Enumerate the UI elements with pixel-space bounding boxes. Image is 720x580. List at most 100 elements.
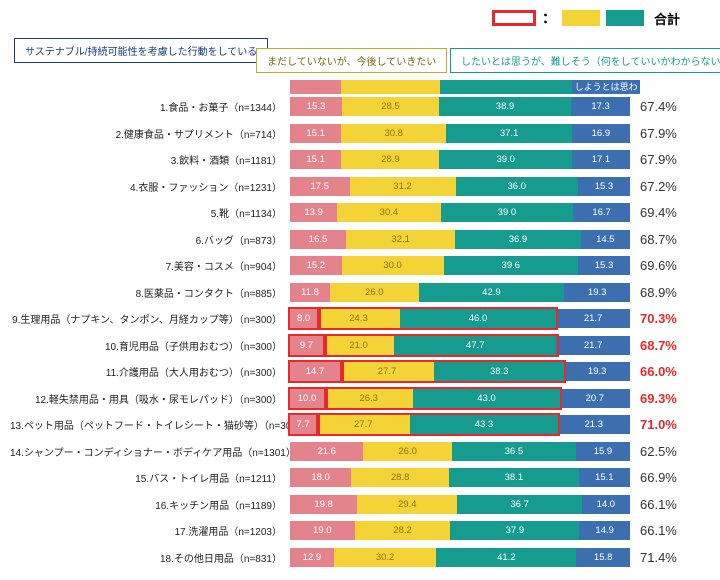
bar-segment: 28.8	[351, 468, 449, 487]
chart-row: 1.食品・お菓子（n=1344）15.328.538.917.367.4%	[10, 95, 710, 118]
chart-row: 16.キッチン用品（n=1189）19.829.436.714.066.1%	[10, 493, 710, 516]
row-bar: 8.024.346.021.7	[290, 309, 630, 328]
bar-segment: 41.2	[436, 548, 576, 567]
legend-swatch-teal	[606, 10, 644, 26]
bar-segment: 36.9	[455, 230, 580, 249]
bar-segment: 29.4	[357, 495, 457, 514]
chart-row: 5.靴（n=1134）13.930.439.016.769.4%	[10, 201, 710, 224]
bar-segment: 14.0	[582, 495, 630, 514]
bar-segment: 24.3	[317, 309, 400, 328]
bar-segment: 16.5	[290, 230, 346, 249]
bar-segment: 18.0	[290, 468, 351, 487]
bar-segment: 21.6	[290, 442, 363, 461]
row-total: 68.9%	[630, 285, 700, 300]
row-label: 18.その他日用品（n=831）	[10, 550, 290, 565]
bar-segment: 36.7	[457, 495, 582, 514]
bar-segment: 36.5	[452, 442, 576, 461]
bar-segment: 19.3	[564, 283, 630, 302]
bar-segment: 15.8	[576, 548, 630, 567]
bar-segment: 9.7	[290, 336, 323, 355]
legend-red-outline	[492, 10, 536, 26]
bar-segment: 14.7	[290, 362, 340, 381]
bar-segment: 38.1	[449, 468, 579, 487]
row-total: 66.9%	[630, 470, 700, 485]
row-bar: 21.626.036.515.9	[290, 442, 630, 461]
row-bar: 9.721.047.721.7	[290, 336, 630, 355]
row-bar: 11.826.042.919.3	[290, 283, 630, 302]
legend-category-boxes: サステナブル/持続可能性を考慮した行動をしている まだしていないが、今後していき…	[10, 34, 710, 78]
chart-row: 8.医薬品・コンタクト（n=885）11.826.042.919.368.9%	[10, 281, 710, 304]
row-label: 1.食品・お菓子（n=1344）	[10, 99, 290, 114]
row-total: 67.2%	[630, 179, 700, 194]
bar-segment: 30.4	[337, 203, 440, 222]
bar-segment: 11.8	[290, 283, 330, 302]
bar-segment: 43.3	[410, 415, 557, 434]
bar-segment: 15.3	[290, 97, 342, 116]
chart-row: 13.ペット用品（ペットフード・トイレシート・猫砂等）（n=300）7.727.…	[10, 413, 710, 436]
row-total: 66.0%	[630, 364, 700, 379]
header-indicator-row: しようとは思わない	[10, 80, 710, 94]
row-total: 66.1%	[630, 497, 700, 512]
row-label: 11.介護用品（大人用おむつ）（n=300）	[10, 364, 290, 379]
chart-row: 3.飲料・酒類（n=1181）15.128.939.017.167.9%	[10, 148, 710, 171]
row-label: 4.衣服・ファッション（n=1231）	[10, 179, 290, 194]
row-bar: 10.026.343.020.7	[290, 389, 630, 408]
row-label: 14.シャンプー・コンディショナー・ボディケア用品（n=1301）	[10, 444, 290, 459]
bar-segment: 43.0	[413, 389, 559, 408]
row-label: 3.飲料・酒類（n=1181）	[10, 152, 290, 167]
bar-segment: 28.2	[355, 521, 451, 540]
bar-segment: 28.5	[342, 97, 439, 116]
bar-segment: 21.7	[556, 309, 630, 328]
bar-segment: 7.7	[290, 415, 316, 434]
bar-segment: 13.9	[290, 203, 337, 222]
bar-segment: 26.0	[330, 283, 418, 302]
legend-total-label: 合計	[654, 9, 680, 28]
bar-segment: 46.0	[400, 309, 556, 328]
row-total: 67.4%	[630, 99, 700, 114]
bar-segment: 21.3	[558, 415, 630, 434]
bar-segment: 21.0	[323, 336, 394, 355]
chart-row: 12.軽失禁用品・用具（吸水・尿モレパッド）（n=300）10.026.343.…	[10, 387, 710, 410]
legend-top: ： 合計	[10, 8, 710, 28]
chart-row: 10.育児用品（子供用おむつ）（n=300）9.721.047.721.768.…	[10, 334, 710, 357]
row-bar: 16.532.136.914.5	[290, 230, 630, 249]
bar-segment: 30.0	[342, 256, 444, 275]
row-bar: 15.128.939.017.1	[290, 150, 630, 169]
bar-segment: 30.2	[334, 548, 437, 567]
chart-row: 2.健康食品・サプリメント（n=714）15.130.837.116.967.9…	[10, 122, 710, 145]
chart-row: 9.生理用品（ナプキン、タンポン、月経カップ等）（n=300）8.024.346…	[10, 307, 710, 330]
bar-segment: 27.7	[316, 415, 410, 434]
bar-segment: 32.1	[346, 230, 455, 249]
bar-segment: 16.7	[573, 203, 630, 222]
row-bar: 14.727.738.319.3	[290, 362, 630, 381]
stacked-bar-chart: ： 合計 サステナブル/持続可能性を考慮した行動をしている まだしていないが、今…	[0, 0, 720, 580]
row-label: 5.靴（n=1134）	[10, 205, 290, 220]
bar-segment: 37.9	[450, 521, 579, 540]
row-total: 69.4%	[630, 205, 700, 220]
bar-segment: 31.2	[350, 177, 456, 196]
legend-colon: ：	[542, 8, 556, 28]
row-total: 69.3%	[630, 391, 700, 406]
bar-segment: 39.0	[439, 150, 571, 169]
bar-segment: 19.8	[290, 495, 357, 514]
row-bar: 12.930.241.215.8	[290, 548, 630, 567]
row-label: 17.洗濯用品（n=1203）	[10, 523, 290, 538]
row-label: 7.美容・コスメ（n=904）	[10, 258, 290, 273]
chart-row: 17.洗濯用品（n=1203）19.028.237.914.966.1%	[10, 519, 710, 542]
row-bar: 13.930.439.016.7	[290, 203, 630, 222]
bar-segment: 16.9	[572, 124, 629, 143]
row-bar: 15.130.837.116.9	[290, 124, 630, 143]
bar-segment: 15.3	[578, 256, 630, 275]
row-bar: 7.727.743.321.3	[290, 415, 630, 434]
bar-segment: 19.3	[564, 362, 630, 381]
chart-row: 18.その他日用品（n=831）12.930.241.215.871.4%	[10, 546, 710, 569]
bar-segment: 36.0	[456, 177, 578, 196]
legend-box-3: したいとは思うが、難しそう（何をしていいかわからない）	[450, 48, 720, 73]
legend-box-1: サステナブル/持続可能性を考慮した行動をしている	[14, 38, 268, 63]
chart-row: 15.バス・トイレ用品（n=1211）18.028.838.115.166.9%	[10, 466, 710, 489]
bar-segment: 27.7	[340, 362, 434, 381]
bar-segment: 30.8	[341, 124, 446, 143]
bar-segment: 26.3	[324, 389, 413, 408]
row-bar: 15.328.538.917.3	[290, 97, 630, 116]
bar-segment: 15.1	[579, 468, 630, 487]
